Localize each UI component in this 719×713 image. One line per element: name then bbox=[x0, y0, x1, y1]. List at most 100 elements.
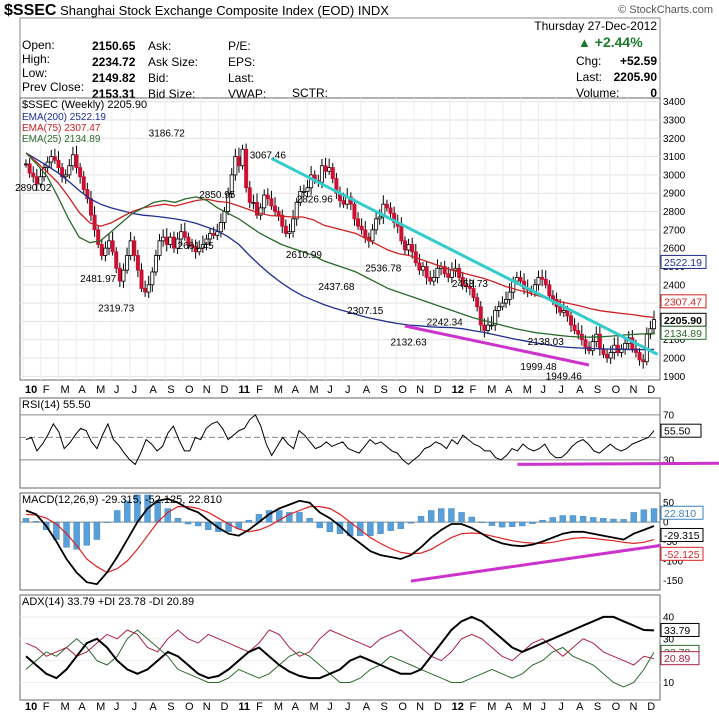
price-trendline-0 bbox=[270, 157, 659, 356]
candle-body bbox=[125, 255, 130, 271]
x-axis-label-bottom: 11 bbox=[238, 701, 250, 713]
candle-body bbox=[236, 156, 241, 167]
x-axis-label: O bbox=[612, 384, 621, 396]
right-labels: Chg: Last: Volume: bbox=[576, 53, 619, 101]
candle-body bbox=[518, 277, 523, 282]
close-tag-box bbox=[660, 254, 707, 269]
x-axis-label-bottom: N bbox=[629, 701, 637, 713]
candle-body bbox=[168, 236, 173, 245]
macd-line bbox=[25, 497, 655, 586]
exchange: INDX bbox=[357, 3, 389, 18]
x-axis-label-bottom: J bbox=[345, 701, 351, 713]
candle-body bbox=[540, 277, 545, 280]
rsi-last-label: 55.50 bbox=[664, 426, 690, 438]
macd-histogram-bar bbox=[124, 500, 131, 523]
macd-histogram-bar bbox=[569, 515, 577, 523]
macd-histogram-bar bbox=[488, 521, 496, 526]
candle-body bbox=[197, 247, 202, 253]
candle-body bbox=[143, 288, 148, 293]
x-axis-label-bottom: S bbox=[594, 701, 601, 713]
candle-body bbox=[410, 244, 415, 253]
minus-di-line bbox=[25, 629, 655, 666]
candle-body bbox=[258, 207, 263, 216]
price-tick-label: 2700 bbox=[663, 225, 686, 236]
macd-tick-label: 50 bbox=[663, 498, 675, 509]
candle-body bbox=[78, 167, 83, 178]
price-tick-label: 2000 bbox=[663, 354, 686, 365]
adx-tag: 33.79 bbox=[664, 625, 690, 637]
right-values: +52.59 2205.90 0 bbox=[614, 53, 657, 101]
price-annotation: 1949.46 bbox=[546, 371, 583, 382]
candle-body bbox=[561, 310, 566, 313]
x-axis-label: M bbox=[487, 384, 496, 396]
candle-body bbox=[464, 284, 469, 288]
candle-body bbox=[370, 229, 375, 242]
x-axis-label: D bbox=[647, 384, 655, 396]
x-axis-label-bottom: J bbox=[541, 701, 547, 713]
panel-frame-0 bbox=[19, 97, 661, 381]
candle-body bbox=[23, 163, 28, 166]
price-tick-label: 3100 bbox=[663, 152, 686, 163]
price-tick-label: 2900 bbox=[663, 189, 686, 200]
x-axis-label: M bbox=[96, 384, 105, 396]
candle-body bbox=[500, 302, 505, 308]
close-tag-box bbox=[660, 294, 707, 309]
candle-body bbox=[117, 267, 122, 282]
x-axis-label: D bbox=[221, 384, 229, 396]
x-axis-label: A bbox=[78, 384, 86, 396]
up-arrow-icon: ▲ bbox=[578, 35, 591, 50]
candle-body bbox=[269, 198, 274, 207]
x-axis-label: S bbox=[594, 384, 601, 396]
price-annotation: 2242.34 bbox=[427, 318, 464, 329]
x-axis-label-bottom: M bbox=[523, 701, 532, 713]
price-annotation: 2610.99 bbox=[286, 250, 323, 261]
x-axis-label: J bbox=[132, 384, 138, 396]
macd-tick-label: -100 bbox=[663, 556, 683, 567]
x-axis-label-bottom: 12 bbox=[452, 701, 464, 713]
candle-body bbox=[294, 201, 299, 220]
price-annotation: 2850.95 bbox=[199, 190, 236, 201]
candle-body bbox=[330, 167, 335, 179]
x-axis-label-bottom: A bbox=[363, 701, 371, 713]
x-axis-label-bottom: 10 bbox=[25, 701, 37, 713]
macd-histogram-bar bbox=[225, 521, 232, 532]
x-axis-label: N bbox=[629, 384, 637, 396]
adx-tag-box bbox=[660, 622, 700, 637]
candle-body bbox=[157, 240, 162, 256]
candle-body bbox=[550, 295, 555, 300]
x-axis-label-bottom: S bbox=[381, 701, 388, 713]
macd-histogram-bar bbox=[205, 521, 212, 531]
price-annotation: 2437.68 bbox=[318, 282, 355, 293]
candle-body bbox=[110, 240, 115, 253]
macd-histogram-bar bbox=[184, 521, 192, 525]
price-title: $SSEC (Weekly) 2205.90 bbox=[22, 99, 147, 111]
last-right-value: 2205.90 bbox=[613, 70, 657, 84]
prevclose-label: Prev Close: bbox=[22, 80, 85, 94]
high-value: 2234.72 bbox=[92, 55, 136, 69]
candle-body bbox=[590, 341, 595, 352]
candle-body bbox=[70, 154, 75, 167]
ema25-line bbox=[25, 152, 655, 338]
macd-histogram-bar bbox=[519, 521, 526, 527]
candle-body bbox=[63, 174, 68, 178]
price-annotation: 2481.97 bbox=[80, 274, 117, 285]
candle-body bbox=[132, 240, 137, 256]
candle-body bbox=[233, 156, 238, 176]
sctr-label: SCTR: bbox=[292, 86, 328, 100]
candle-body bbox=[576, 330, 581, 335]
candle-body bbox=[179, 231, 184, 240]
x-axis-label: O bbox=[185, 384, 194, 396]
x-axis-label-bottom: O bbox=[185, 701, 194, 713]
macd-histogram-bar bbox=[468, 516, 475, 523]
rsi-tick-label: 30 bbox=[663, 455, 675, 466]
macd-histogram-bar bbox=[579, 516, 587, 523]
candle-body bbox=[265, 194, 270, 200]
candle-body bbox=[399, 225, 404, 242]
macd-histogram-bar bbox=[245, 519, 253, 523]
candle-body bbox=[161, 236, 166, 242]
price-tick-label: 3400 bbox=[663, 97, 686, 108]
x-axis-label: J bbox=[345, 384, 351, 396]
macd-histogram-bar bbox=[620, 519, 627, 523]
candle-body bbox=[88, 198, 93, 216]
price-tick-label: 2800 bbox=[663, 207, 686, 218]
